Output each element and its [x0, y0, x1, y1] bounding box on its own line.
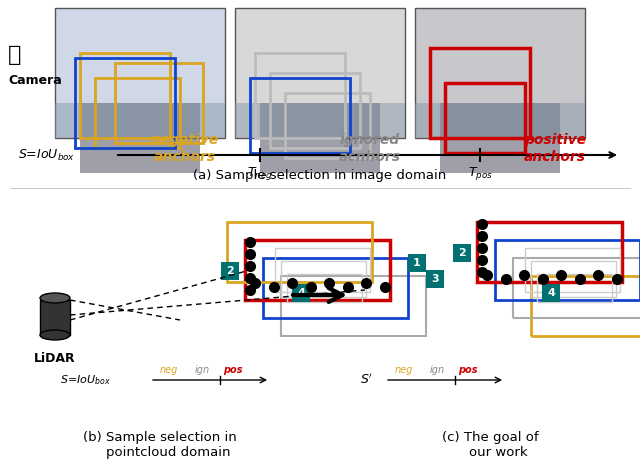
- Ellipse shape: [40, 330, 70, 340]
- Bar: [430, 48, 530, 138]
- Bar: [445, 83, 525, 153]
- Bar: [235, 8, 405, 138]
- Bar: [453, 244, 471, 262]
- Bar: [292, 284, 310, 302]
- Bar: [537, 274, 612, 302]
- Bar: [80, 103, 200, 173]
- Text: 📷: 📷: [8, 45, 21, 65]
- Text: 2: 2: [458, 248, 466, 258]
- Text: pos: pos: [458, 365, 477, 375]
- Bar: [525, 248, 620, 292]
- Bar: [415, 103, 585, 138]
- Text: (a) Sample selection in image domain: (a) Sample selection in image domain: [193, 168, 447, 182]
- Text: ign: ign: [430, 365, 445, 375]
- Bar: [285, 93, 370, 158]
- Text: anchors: anchors: [524, 150, 586, 164]
- Text: (b) Sample selection in
    pointcloud domain: (b) Sample selection in pointcloud domai…: [83, 431, 237, 459]
- Bar: [115, 63, 203, 143]
- Bar: [255, 53, 345, 138]
- Bar: [426, 270, 444, 288]
- Text: (c) The goal of
    our work: (c) The goal of our work: [442, 431, 538, 459]
- Bar: [281, 261, 366, 297]
- Ellipse shape: [40, 293, 70, 303]
- Bar: [287, 274, 362, 302]
- Text: $S$=IoU$_{box}$: $S$=IoU$_{box}$: [60, 373, 111, 387]
- Text: neg: neg: [160, 365, 179, 375]
- Text: ign: ign: [195, 365, 210, 375]
- Text: $T_{pos}$: $T_{pos}$: [468, 165, 492, 182]
- Bar: [75, 58, 175, 148]
- Bar: [55, 103, 225, 138]
- Text: $S'$: $S'$: [360, 373, 373, 387]
- Text: Camera: Camera: [8, 73, 61, 87]
- Bar: [415, 8, 585, 138]
- Bar: [250, 78, 350, 153]
- Text: $T_{neg}$: $T_{neg}$: [247, 165, 273, 182]
- Bar: [440, 103, 560, 173]
- Text: acnhors: acnhors: [339, 150, 401, 164]
- Text: 1: 1: [413, 258, 421, 268]
- Text: $S$=IoU$_{box}$: $S$=IoU$_{box}$: [18, 147, 75, 162]
- Text: LiDAR: LiDAR: [34, 352, 76, 365]
- Text: pos: pos: [223, 365, 243, 375]
- Text: ignored: ignored: [340, 133, 400, 147]
- Bar: [270, 73, 360, 148]
- Bar: [80, 53, 170, 138]
- Text: positive: positive: [524, 133, 586, 147]
- Bar: [221, 262, 239, 280]
- Bar: [408, 254, 426, 272]
- Text: anchors: anchors: [154, 150, 216, 164]
- Bar: [542, 284, 560, 302]
- Text: 4: 4: [297, 288, 305, 298]
- Text: 3: 3: [431, 274, 439, 284]
- Bar: [95, 78, 180, 148]
- Bar: [235, 103, 405, 138]
- Text: 2: 2: [226, 266, 234, 276]
- Bar: [275, 248, 370, 292]
- Text: 4: 4: [547, 288, 555, 298]
- Text: neg: neg: [395, 365, 413, 375]
- Bar: [531, 261, 616, 297]
- Text: negative: negative: [151, 133, 219, 147]
- Bar: [55, 8, 225, 138]
- Bar: [260, 103, 380, 173]
- Bar: [40, 300, 70, 335]
